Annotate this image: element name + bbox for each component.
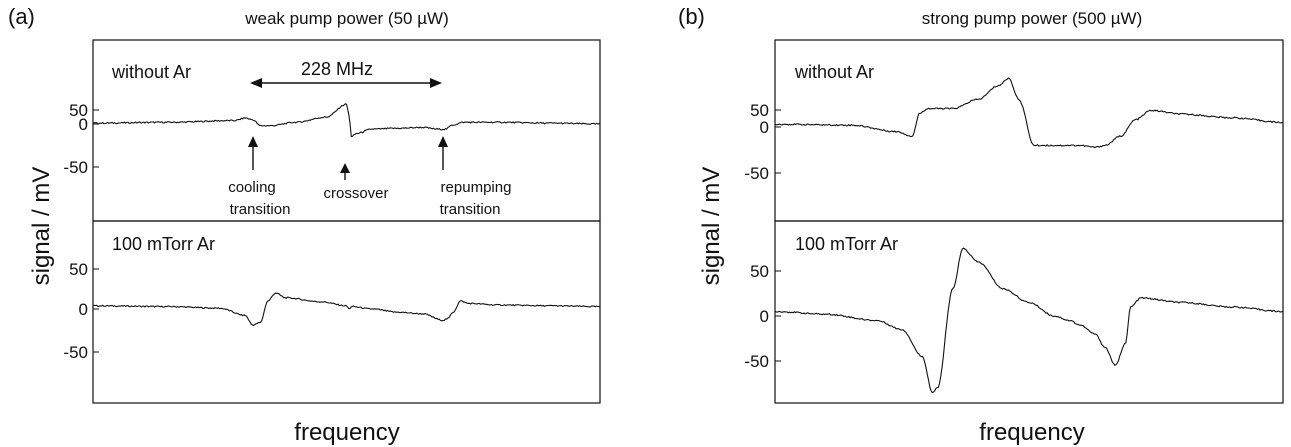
y-tick-label: 50 bbox=[69, 101, 88, 120]
panel-a-top-label: without Ar bbox=[111, 62, 191, 82]
panel-a-top-trace bbox=[93, 103, 601, 138]
separation-arrowhead-right bbox=[430, 78, 442, 88]
panel-a-bottom-ticks: 50 0 -50 bbox=[63, 260, 99, 362]
y-tick-label: -50 bbox=[63, 343, 88, 362]
repumping-label-line1: repumping bbox=[441, 179, 512, 196]
panel-a-top-ticks: 50 0 -50 bbox=[63, 101, 99, 177]
y-tick-label: 0 bbox=[760, 307, 769, 326]
panel-b-bottom-trace bbox=[774, 247, 1284, 394]
y-tick-label: 0 bbox=[79, 115, 88, 134]
panel-b: (b) strong pump power (500 µW) signal / … bbox=[678, 4, 1284, 446]
y-tick-label: 0 bbox=[79, 300, 88, 319]
y-tick-label: 50 bbox=[69, 260, 88, 279]
y-tick-label: -50 bbox=[744, 164, 769, 183]
panel-a-bottom-trace bbox=[92, 292, 601, 327]
panel-a: (a) weak pump power (50 µW) signal / mV … bbox=[8, 4, 601, 446]
panel-b-top-ticks: 50 0 -50 bbox=[744, 101, 781, 183]
panel-a-annotations: 228 MHz cooling transition crossover rep… bbox=[228, 59, 511, 218]
panel-a-xlabel: frequency bbox=[294, 419, 399, 446]
panel-a-bottom-label: 100 mTorr Ar bbox=[112, 234, 215, 254]
panel-b-xlabel: frequency bbox=[979, 419, 1084, 446]
repumping-label-line2: transition bbox=[440, 201, 501, 218]
separation-label: 228 MHz bbox=[301, 59, 373, 79]
panel-b-bottom-ticks: 50 0 -50 bbox=[744, 262, 781, 371]
panel-a-title: weak pump power (50 µW) bbox=[244, 9, 448, 28]
panel-b-title: strong pump power (500 µW) bbox=[922, 9, 1143, 28]
panel-a-ylabel: signal / mV bbox=[28, 167, 55, 286]
y-tick-label: 50 bbox=[750, 101, 769, 120]
panel-a-letter: (a) bbox=[8, 4, 35, 29]
panel-b-letter: (b) bbox=[678, 4, 705, 29]
y-tick-label: -50 bbox=[63, 158, 88, 177]
cooling-label-line1: cooling bbox=[228, 179, 276, 196]
panel-b-bottom-frame bbox=[774, 220, 1284, 404]
panel-b-bottom-label: 100 mTorr Ar bbox=[795, 234, 898, 254]
crossover-label: crossover bbox=[323, 185, 388, 202]
y-tick-label: 0 bbox=[760, 118, 769, 137]
cooling-arrowhead bbox=[248, 136, 258, 147]
panel-b-top-trace bbox=[774, 77, 1284, 148]
panel-b-top-label: without Ar bbox=[794, 62, 874, 82]
panel-a-bottom-frame bbox=[92, 220, 601, 404]
repumping-arrowhead bbox=[438, 136, 448, 147]
y-tick-label: 50 bbox=[750, 262, 769, 281]
y-tick-label: -50 bbox=[744, 352, 769, 371]
cooling-label-line2: transition bbox=[230, 201, 291, 218]
crossover-arrowhead bbox=[340, 163, 350, 173]
separation-arrowhead-left bbox=[250, 78, 262, 88]
panel-b-ylabel: signal / mV bbox=[698, 167, 725, 286]
